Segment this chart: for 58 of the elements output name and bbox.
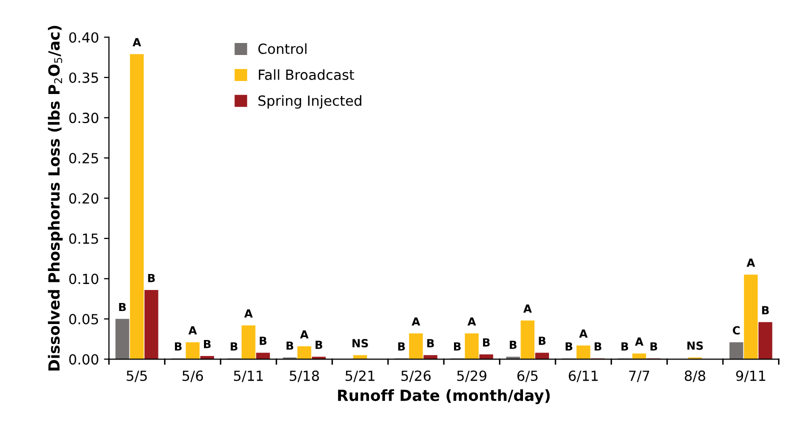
data-label: B [427,339,434,348]
x-tick-label: 5/18 [290,370,319,382]
y-axis-title: Dissolved Phosphorus Loss (lbs P$_{2}$O$_{5}$/ac) [48,26,63,370]
x-tick-label: 6/5 [517,370,538,382]
legend-label: Spring Injected [258,95,362,109]
data-label: A [300,330,309,338]
data-label: A [634,338,644,346]
x-tick-label: 5/21 [346,370,374,382]
data-label: B [510,340,517,349]
x-tick-label: 5/6 [182,370,203,382]
x-tick-label: 7/7 [629,370,650,382]
data-label: B [148,274,155,282]
data-label: B [762,306,769,314]
data-label: NS [352,339,368,348]
y-tick-label: 0.15 [69,233,98,244]
y-tick-label: 0.05 [69,314,98,324]
data-label: A [412,317,420,326]
data-label: B [454,342,461,350]
y-tick-label: 0.25 [69,152,98,164]
data-label: A [188,326,197,334]
x-tick-label: 8/8 [684,370,706,382]
data-label: A [746,258,756,267]
y-tick-label: 0.10 [69,274,98,284]
data-label: B [174,342,182,350]
data-label: B [286,342,294,350]
data-label: B [621,342,628,350]
data-label: B [204,340,211,348]
data-label: A [132,38,142,46]
data-label: B [398,342,405,350]
data-label: B [566,342,572,350]
legend-label: Fall Broadcast [258,69,354,80]
data-label: B [260,336,266,345]
y-tick-label: 0.30 [69,112,98,124]
data-label: A [468,317,476,326]
x-axis-title: Runoff Date (month/day) [338,389,550,404]
data-label: A [244,309,253,318]
data-label: B [119,302,126,312]
y-tick-label: 0.20 [69,193,98,204]
x-tick-label: 9/11 [736,370,766,382]
data-label: B [594,342,602,350]
x-tick-label: 5/26 [401,370,431,382]
x-tick-label: 6/11 [568,370,598,382]
x-tick-label: 5/5 [126,370,147,382]
y-tick-label: 0.40 [69,32,98,43]
y-tick-label: 0.00 [69,354,98,365]
data-label: B [538,336,546,345]
data-label: NS [687,341,703,350]
x-tick-label: 5/29 [457,370,486,382]
x-tick-label: 5/11 [234,370,263,382]
data-label: B [230,342,238,350]
data-label: A [579,330,588,338]
data-label: C [732,326,740,335]
legend-label: Control [258,43,306,54]
data-label: B [316,340,322,349]
y-tick-label: 0.35 [69,72,98,83]
data-label: B [650,342,658,350]
data-label: B [483,338,490,346]
data-label: A [523,304,532,313]
